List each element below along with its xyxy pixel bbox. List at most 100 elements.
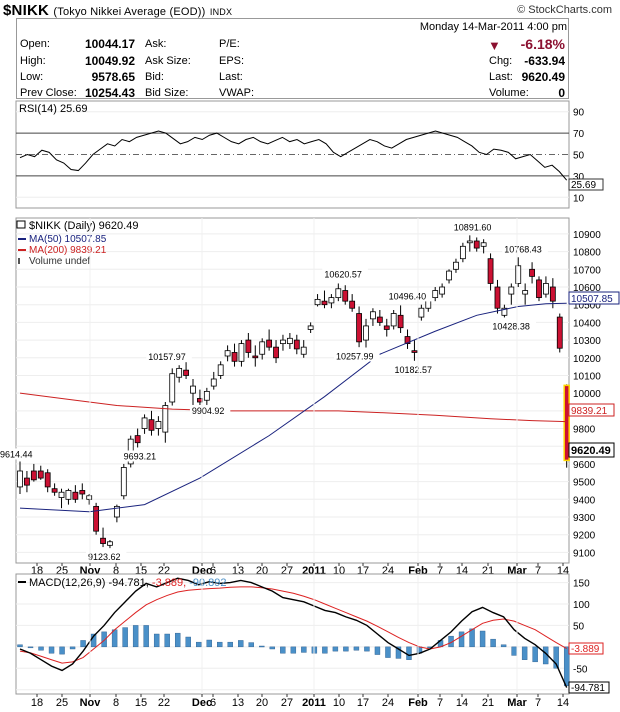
macd-hist-bar — [227, 641, 233, 648]
macd-hist-bar — [385, 646, 391, 658]
candle-body — [314, 298, 321, 306]
price-annotation: 10428.38 — [492, 321, 530, 331]
candle-body — [363, 325, 369, 341]
x-tick-label: 24 — [382, 697, 394, 709]
price-tick-label: 9100 — [573, 548, 596, 559]
down-arrow-icon: ▼ — [488, 38, 501, 53]
chart-title: $NIKK (Tokyo Nikkei Average (EOD)) INDX — [3, 2, 232, 19]
candle-body — [480, 242, 487, 247]
price-tick-label: 10800 — [573, 248, 601, 259]
price-tick-label: 10500 — [573, 301, 601, 312]
price-tick-label: 9500 — [573, 478, 596, 489]
low-value: 9578.65 — [91, 70, 135, 84]
annotation-bg — [146, 351, 192, 363]
candle-body — [508, 286, 515, 295]
x-tick-label: 8 — [113, 565, 119, 577]
x-tick-label: 17 — [357, 697, 369, 709]
candle-body — [383, 325, 390, 330]
macd-hist-bar — [343, 646, 349, 652]
rsi-tick-label: 90 — [573, 108, 585, 119]
candle-body — [342, 290, 349, 302]
macd-label: MACD(12,26,9) -94.781, -3.889, -90.892 — [29, 577, 227, 589]
macd-hist-bar — [280, 646, 286, 654]
macd-hist-bar — [353, 646, 360, 651]
price-annotation: 10257.99 — [336, 352, 374, 362]
macd-hist-bar — [322, 646, 328, 654]
macd-hist-bar — [248, 642, 254, 648]
candle-body — [79, 490, 86, 495]
macd-hist-bar — [185, 636, 191, 648]
vwap-label: VWAP: — [219, 87, 255, 99]
annotation-bg — [502, 243, 548, 255]
volume-label: Volume: — [489, 87, 529, 99]
candle-body — [529, 268, 535, 277]
candle-body — [349, 300, 356, 309]
macd-label-signal: -3.889, — [152, 577, 186, 589]
annotation-bg — [386, 290, 433, 302]
candle-body — [190, 385, 196, 394]
price-annotation: 10891.60 — [454, 222, 492, 232]
pe-label: P/E: — [219, 38, 240, 50]
macd-hist-bar — [511, 646, 517, 656]
candle-body — [515, 265, 522, 284]
candle-body — [203, 390, 210, 401]
macd-hist-bar — [395, 646, 402, 659]
candle-body — [44, 472, 51, 488]
candle-body — [411, 350, 418, 353]
macd-hist-bar — [38, 646, 44, 651]
macd-hist-bar — [301, 646, 307, 653]
price-tick-label: 10700 — [573, 265, 601, 276]
last-price-tag — [568, 442, 615, 458]
candle-body — [556, 316, 563, 349]
candle-body — [100, 537, 106, 544]
macd-hist-bar — [238, 640, 244, 648]
x-tick-label: 6 — [210, 697, 216, 709]
quote-date: Monday 14-Mar-2011 4:00 pm — [419, 21, 567, 33]
candle-body — [17, 470, 23, 488]
candle-body — [335, 288, 342, 299]
candle-body — [397, 314, 404, 329]
x-tick-label: 7 — [535, 565, 541, 577]
rsi-tick-label: 10 — [573, 193, 585, 204]
ma200-tag-text: 9839.21 — [571, 406, 608, 417]
annotation-bg — [322, 268, 368, 280]
symbol: $NIKK — [3, 2, 50, 19]
price-tick-label: 10200 — [573, 354, 601, 365]
candle-body — [321, 300, 328, 306]
candle-body — [113, 505, 120, 518]
macd-hist-bar — [374, 646, 381, 655]
macd-hist-bar — [101, 631, 107, 648]
candle-body — [439, 286, 446, 295]
candle-body — [134, 435, 141, 444]
annotation-bg — [490, 320, 536, 332]
x-tick-label: 7 — [535, 697, 541, 709]
candle-body — [501, 307, 508, 316]
price-tick-label: 9800 — [573, 425, 596, 436]
price-tick-label: 10600 — [573, 283, 601, 294]
macd-hist-bar — [206, 639, 212, 648]
high-value: 10049.92 — [84, 54, 135, 68]
source-logo[interactable]: © StockCharts.com — [517, 4, 612, 16]
candle-body — [176, 367, 183, 378]
candle-body — [107, 541, 113, 546]
bid-label: Bid: — [145, 71, 164, 83]
price-tick-label: 10100 — [573, 371, 601, 382]
macd-hist-bar — [143, 625, 149, 648]
candle-body — [307, 325, 314, 330]
candle-body — [231, 352, 238, 362]
x-tick-label: 15 — [135, 697, 147, 709]
rsi-panel: 90 70 50 30 10 RSI(14) 25.69 25.69 — [15, 100, 604, 209]
candle-body — [155, 421, 162, 429]
legend-main: $NIKK (Daily) 9620.49 — [29, 220, 138, 232]
candle-body — [162, 405, 169, 433]
candle-body — [370, 311, 376, 320]
price-frame — [15, 217, 570, 564]
candle-body — [494, 286, 501, 309]
x-tick-label: 8 — [113, 697, 119, 709]
macd-hist-bar — [153, 633, 160, 648]
percent-change: -6.18% — [520, 36, 565, 52]
candle-body — [245, 339, 252, 353]
candle-body — [280, 339, 286, 345]
prev-close-value: 10254.43 — [84, 86, 135, 100]
